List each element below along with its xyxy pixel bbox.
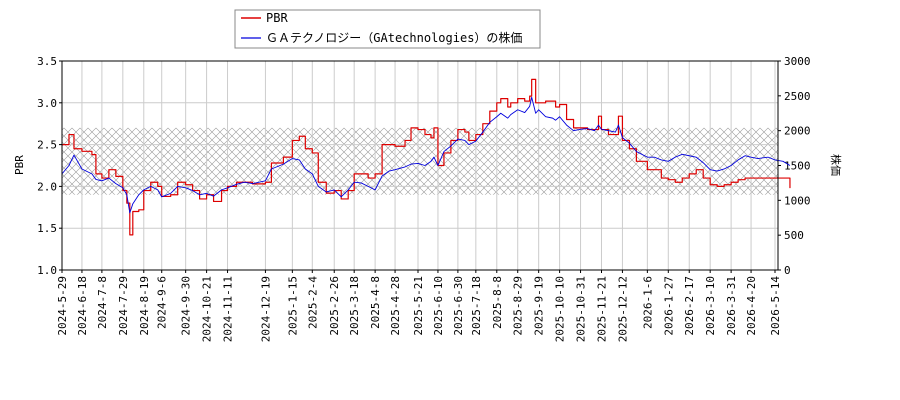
x-tick-label: 2025-2-26 (328, 276, 341, 336)
legend-label-price: ＧＡテクノロジー（GAtechnologies）の株価 (266, 30, 522, 45)
x-tick-label: 2025-11-21 (595, 276, 608, 342)
chart-legend: PBR ＧＡテクノロジー（GAtechnologies）の株価 (234, 9, 541, 49)
x-tick-label: 2025-4-8 (369, 276, 382, 329)
plot-frame (61, 60, 779, 271)
legend-frame (234, 9, 541, 49)
left-tick-label: 3.5 (37, 55, 57, 68)
x-tick-label: 2024-11-11 (222, 276, 235, 342)
x-tick-label: 2026-2-17 (683, 276, 696, 336)
right-tick-label: 2500 (784, 90, 811, 103)
right-tick-label: 1000 (784, 194, 811, 207)
x-tick-label: 2026-3-31 (725, 276, 738, 336)
x-tick-label: 2025-12-12 (616, 276, 629, 342)
left-axis-label: PBR (13, 155, 26, 175)
x-tick-label: 2024-9-6 (156, 276, 169, 329)
x-tick-label: 2024-7-29 (117, 276, 130, 336)
right-tick-label: 2000 (784, 125, 811, 138)
x-tick-label: 2025-10-10 (554, 276, 567, 342)
x-tick-label: 2024-10-21 (201, 276, 214, 342)
left-tick-label: 1.0 (37, 264, 57, 277)
legend-label-pbr: PBR (266, 11, 288, 25)
x-tick-label: 2025-1-15 (286, 276, 299, 336)
x-tick-label: 2025-3-18 (348, 276, 361, 336)
x-tick-label: 2025-6-30 (452, 276, 465, 336)
x-tick-label: 2026-5-14 (769, 276, 782, 336)
left-tick-label: 1.5 (37, 222, 57, 235)
x-tick-label: 2025-6-10 (432, 276, 445, 336)
x-tick-label: 2025-10-31 (575, 276, 588, 342)
x-tick-label: 2026-1-6 (641, 276, 654, 329)
reference-band (62, 127, 778, 195)
right-axis-label: 株価 (829, 154, 843, 176)
left-tick-label: 2.0 (37, 180, 57, 193)
x-tick-label: 2026-3-10 (704, 276, 717, 336)
x-tick-label: 2025-9-19 (533, 276, 546, 336)
left-tick-label: 3.0 (37, 97, 57, 110)
x-tick-label: 2025-4-28 (389, 276, 402, 336)
right-tick-label: 1500 (784, 160, 811, 173)
left-tick-label: 2.5 (37, 139, 57, 152)
x-tick-label: 2025-7-18 (470, 276, 483, 336)
x-tick-label: 2024-5-29 (56, 276, 69, 336)
series-pbr-line (62, 78, 791, 236)
x-tick-label: 2026-1-27 (662, 276, 675, 336)
x-tick-label: 2025-8-29 (512, 276, 525, 336)
x-tick-label: 2024-6-18 (76, 276, 89, 336)
x-tick-label: 2024-7-8 (96, 276, 109, 329)
series-price-line (61, 96, 791, 214)
x-tick-label: 2025-2-4 (306, 276, 319, 329)
right-tick-label: 0 (784, 264, 791, 277)
x-tick-label: 2024-12-19 (259, 276, 272, 342)
plot-area: 1.0 1.5 2.0 2.5 3.0 3.5 0 500 1000 1500 2000 2500 30… (37, 55, 810, 342)
right-tick-label: 3000 (784, 55, 811, 68)
right-tick-label: 500 (784, 229, 804, 242)
x-tick-label: 2025-8-8 (491, 276, 504, 329)
x-tick-label: 2026-4-20 (745, 276, 758, 336)
x-tick-label: 2024-8-19 (138, 276, 151, 336)
x-tick-label: 2025-5-21 (412, 276, 425, 336)
x-tick-label: 2024-9-30 (180, 276, 193, 336)
